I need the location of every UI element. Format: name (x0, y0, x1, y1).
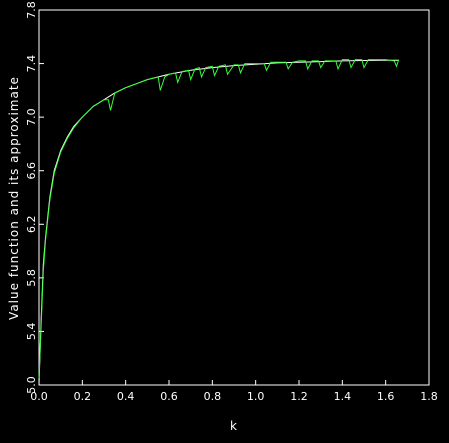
x-tick-label: 1.8 (420, 390, 438, 403)
x-tick-label: 0.6 (160, 390, 178, 403)
y-tick-label: 5.4 (25, 323, 38, 341)
y-tick-label: 7.4 (25, 55, 38, 72)
x-tick-label: 0.0 (30, 390, 48, 403)
x-tick-label: 1.2 (290, 390, 308, 403)
y-axis-label: Value function and its approximate (7, 76, 21, 320)
series-line-2 (38, 59, 400, 379)
y-tick-label: 7.0 (25, 108, 38, 126)
x-axis: 0.0 0.2 0.4 0.6 0.8 1.0 1.2 1.4 1.6 1.8 (30, 380, 438, 403)
plot-frame (38, 9, 430, 386)
y-tick-label: 6.6 (25, 162, 38, 180)
x-tick-label: 0.4 (117, 390, 135, 403)
x-tick-label: 1.0 (247, 390, 265, 403)
y-tick-label: 7.8 (25, 1, 38, 19)
x-tick-label: 1.6 (377, 390, 395, 403)
y-axis: 5.0 5.4 5.8 6.2 6.6 7.0 7.4 7.8 (25, 1, 44, 394)
x-tick-label: 0.2 (74, 390, 92, 403)
x-tick-label: 0.8 (204, 390, 222, 403)
x-axis-label: k (230, 419, 238, 433)
y-tick-label: 5.8 (25, 269, 38, 287)
y-tick-label: 5.0 (25, 376, 38, 394)
y-tick-label: 6.2 (25, 216, 38, 234)
x-tick-label: 1.4 (334, 390, 352, 403)
series-layer (38, 59, 400, 386)
